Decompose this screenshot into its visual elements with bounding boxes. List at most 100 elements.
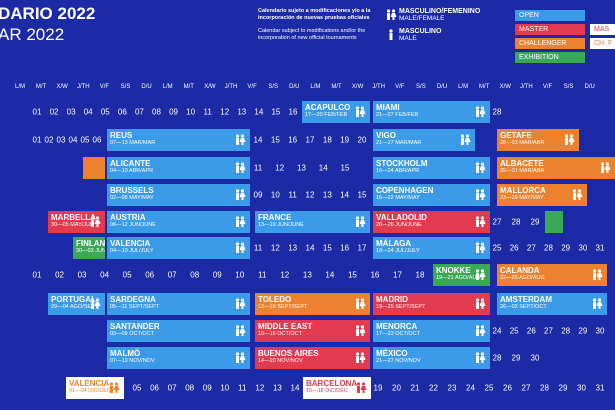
day-number: 09 xyxy=(202,383,212,393)
day-number: 15 xyxy=(270,135,280,145)
event-dates: 21—27 FEB/FEB xyxy=(376,112,419,118)
weekday-label: M/T xyxy=(35,84,47,90)
day-number: 11 xyxy=(253,163,263,173)
day-number: 10 xyxy=(220,383,230,393)
event-dates: 17—20 FEB/FEB xyxy=(305,112,348,118)
day-number: 30 xyxy=(578,243,588,253)
day-number: 12 xyxy=(220,107,230,117)
event-block: BUENOS AIRES 14—20 NOV/NOV xyxy=(255,347,370,369)
day-number: 08 xyxy=(185,383,195,393)
event-block: MADRID 19—25 SEPT/SEPT xyxy=(373,293,490,315)
event-name: MIAMI xyxy=(376,103,400,112)
event-name: MALMÖ xyxy=(110,349,141,358)
couple-icon xyxy=(475,298,486,309)
event-block: ACAPULCO 17—20 FEB/FEB xyxy=(302,101,370,123)
legend-item: OPEN xyxy=(515,10,585,21)
day-number: 15 xyxy=(357,190,367,200)
event-dates: 22—28 AGO/AUG xyxy=(500,275,545,281)
day-number: 14 xyxy=(325,270,335,280)
weekday-label: X/W xyxy=(351,84,364,90)
weekday-label: L/M xyxy=(162,84,173,90)
day-number: 11 xyxy=(203,107,212,117)
event-block: BARCELONA 15—18 DIC/DEC xyxy=(303,377,371,399)
weekday-label: L/M xyxy=(14,84,26,90)
event-name: GETAFE xyxy=(500,131,532,140)
day-number: 16 xyxy=(340,243,350,253)
day-number: 13 xyxy=(237,107,247,117)
day-number: 03 xyxy=(66,107,76,117)
day-number: 16 xyxy=(288,135,298,145)
event-block xyxy=(83,157,105,179)
event-block: MIDDLE EAST 10—16 OCT/OCT xyxy=(255,320,370,342)
day-number: 01 xyxy=(32,107,42,117)
event-dates: 10—16 OCT/OCT xyxy=(258,331,303,337)
event-block: ALBACETE 25—01 MAR/ABR xyxy=(497,157,615,179)
couple-icon xyxy=(235,134,246,145)
day-number: 13 xyxy=(288,243,298,253)
couple-icon xyxy=(355,216,366,227)
day-number: 06 xyxy=(117,107,127,117)
day-number: 13 xyxy=(272,383,282,393)
couple-icon xyxy=(592,298,603,309)
event-dates: 19—25 SEPT/SEPT xyxy=(376,304,426,310)
event-block: KNOKKE 19—21 AGO/AUG xyxy=(433,264,490,286)
event-block: ALICANTE 04—10 ABR/APR xyxy=(107,157,250,179)
day-number: 20 xyxy=(357,135,367,145)
day-number: 25 xyxy=(492,243,502,253)
event-block: MIAMI 21—27 FEB/FEB xyxy=(373,101,490,123)
day-number: 01 xyxy=(32,270,42,280)
event-block: MÉXICO 21—27 NOV/NOV xyxy=(373,347,490,369)
day-number: 19 xyxy=(373,383,383,393)
day-number: 05 xyxy=(80,135,90,145)
couple-icon xyxy=(475,189,486,200)
day-number: 11 xyxy=(288,190,297,200)
day-number: 12 xyxy=(255,383,265,393)
day-number: 14 xyxy=(305,243,315,253)
weekday-label: S/S xyxy=(268,84,279,90)
couple-icon xyxy=(475,325,486,336)
couple-icon xyxy=(475,106,486,117)
event-block: VALENCIA 04—10 JUL/JULY xyxy=(107,237,250,259)
event-dates: 13—19 JUN/JUNE xyxy=(258,222,304,228)
couple-icon xyxy=(355,298,366,309)
day-number: 30 xyxy=(595,326,605,336)
day-number: 09 xyxy=(212,270,222,280)
day-number: 11 xyxy=(238,383,247,393)
event-block: MALLORCA 23—29 MAY/MAY xyxy=(497,184,587,206)
event-block: MÁLAGA 18—24 JUL/JULY xyxy=(373,237,490,259)
day-number: 12 xyxy=(275,163,285,173)
couple-icon xyxy=(355,106,366,117)
event-name: SARDEGNA xyxy=(110,295,156,304)
gender-sub: MALE xyxy=(399,35,417,42)
event-name: MALLORCA xyxy=(500,186,546,195)
couple-icon xyxy=(592,269,603,280)
day-number: 29 xyxy=(578,326,588,336)
weekday-label: V/F xyxy=(395,84,405,90)
couple-icon xyxy=(460,134,471,145)
event-name: STOCKHOLM xyxy=(376,159,428,168)
weekday-label: X/W xyxy=(499,84,511,90)
event-dates: 30—03 JUN/JUL xyxy=(76,248,105,254)
event-block: COPENHAGEN 16—22 MAY/MAY xyxy=(373,184,490,206)
day-number: 14 xyxy=(254,107,264,117)
event-dates: 23—29 MAY/MAY xyxy=(500,195,544,201)
day-number: 30 xyxy=(530,353,540,363)
couple-icon xyxy=(356,382,367,393)
event-block: FINLAND30—03 JUN/JUL xyxy=(73,237,105,259)
day-number: 28 xyxy=(561,326,571,336)
day-number: 06 xyxy=(150,383,159,393)
day-number: 06 xyxy=(145,270,155,280)
event-block: GETAFE 28—03 MAR/ABR xyxy=(497,129,579,151)
day-number: 05 xyxy=(122,270,132,280)
event-name: FRANCE xyxy=(258,213,292,222)
event-dates: 16—22 MAY/MAY xyxy=(376,195,420,201)
day-number: 10 xyxy=(235,270,245,280)
day-number: 26 xyxy=(526,326,536,336)
event-dates: 20—26 JUN/JUNE xyxy=(376,222,422,228)
day-number: 09 xyxy=(169,107,178,117)
day-number: 04 xyxy=(68,135,78,145)
event-name: BUENOS AIRES xyxy=(258,349,319,358)
day-number: 27 xyxy=(521,383,531,393)
day-number: 28 xyxy=(540,383,549,393)
